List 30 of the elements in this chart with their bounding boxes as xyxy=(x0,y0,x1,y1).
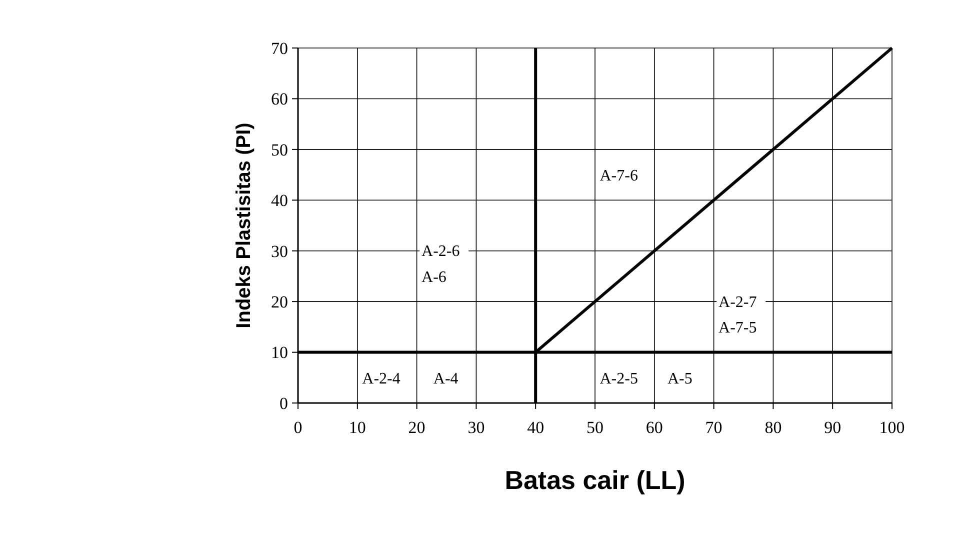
x-tick-label: 40 xyxy=(527,418,544,437)
x-tick-label: 30 xyxy=(468,418,485,437)
y-axis-title: Indeks Plastisitas (PI) xyxy=(233,122,255,328)
y-tick-label: 20 xyxy=(271,292,288,312)
y-tick-label: 0 xyxy=(280,394,288,413)
x-tick-label: 50 xyxy=(586,418,604,437)
annotation: A-2-7 xyxy=(718,294,757,312)
annotation: A-5 xyxy=(667,370,692,388)
x-tick-label: 0 xyxy=(294,418,302,437)
x-tick-label: 70 xyxy=(705,418,722,437)
x-tick-label: 90 xyxy=(824,418,842,437)
y-tick-label: 10 xyxy=(271,343,288,362)
y-tick-label: 70 xyxy=(271,38,288,58)
x-tick-label: 80 xyxy=(764,418,782,437)
y-tick-label: 40 xyxy=(271,191,288,210)
annotation: A-7-5 xyxy=(718,320,757,337)
annotation: A-4 xyxy=(433,370,458,388)
annotation: A-2-4 xyxy=(362,370,400,388)
x-tick-label: 60 xyxy=(646,418,663,437)
y-tick-label: 50 xyxy=(271,140,288,160)
x-tick-label: 10 xyxy=(348,418,366,437)
annotation: A-2-5 xyxy=(600,370,638,388)
x-tick-label: 20 xyxy=(408,418,426,437)
annotation: A-7-6 xyxy=(600,167,638,184)
x-axis-title: Batas cair (LL) xyxy=(504,465,686,495)
annotation: A-6 xyxy=(422,268,446,286)
x-tick-label: 100 xyxy=(879,418,905,437)
y-tick-label: 30 xyxy=(271,242,288,261)
y-tick-label: 60 xyxy=(271,90,288,109)
annotation: A-2-6 xyxy=(422,242,460,260)
